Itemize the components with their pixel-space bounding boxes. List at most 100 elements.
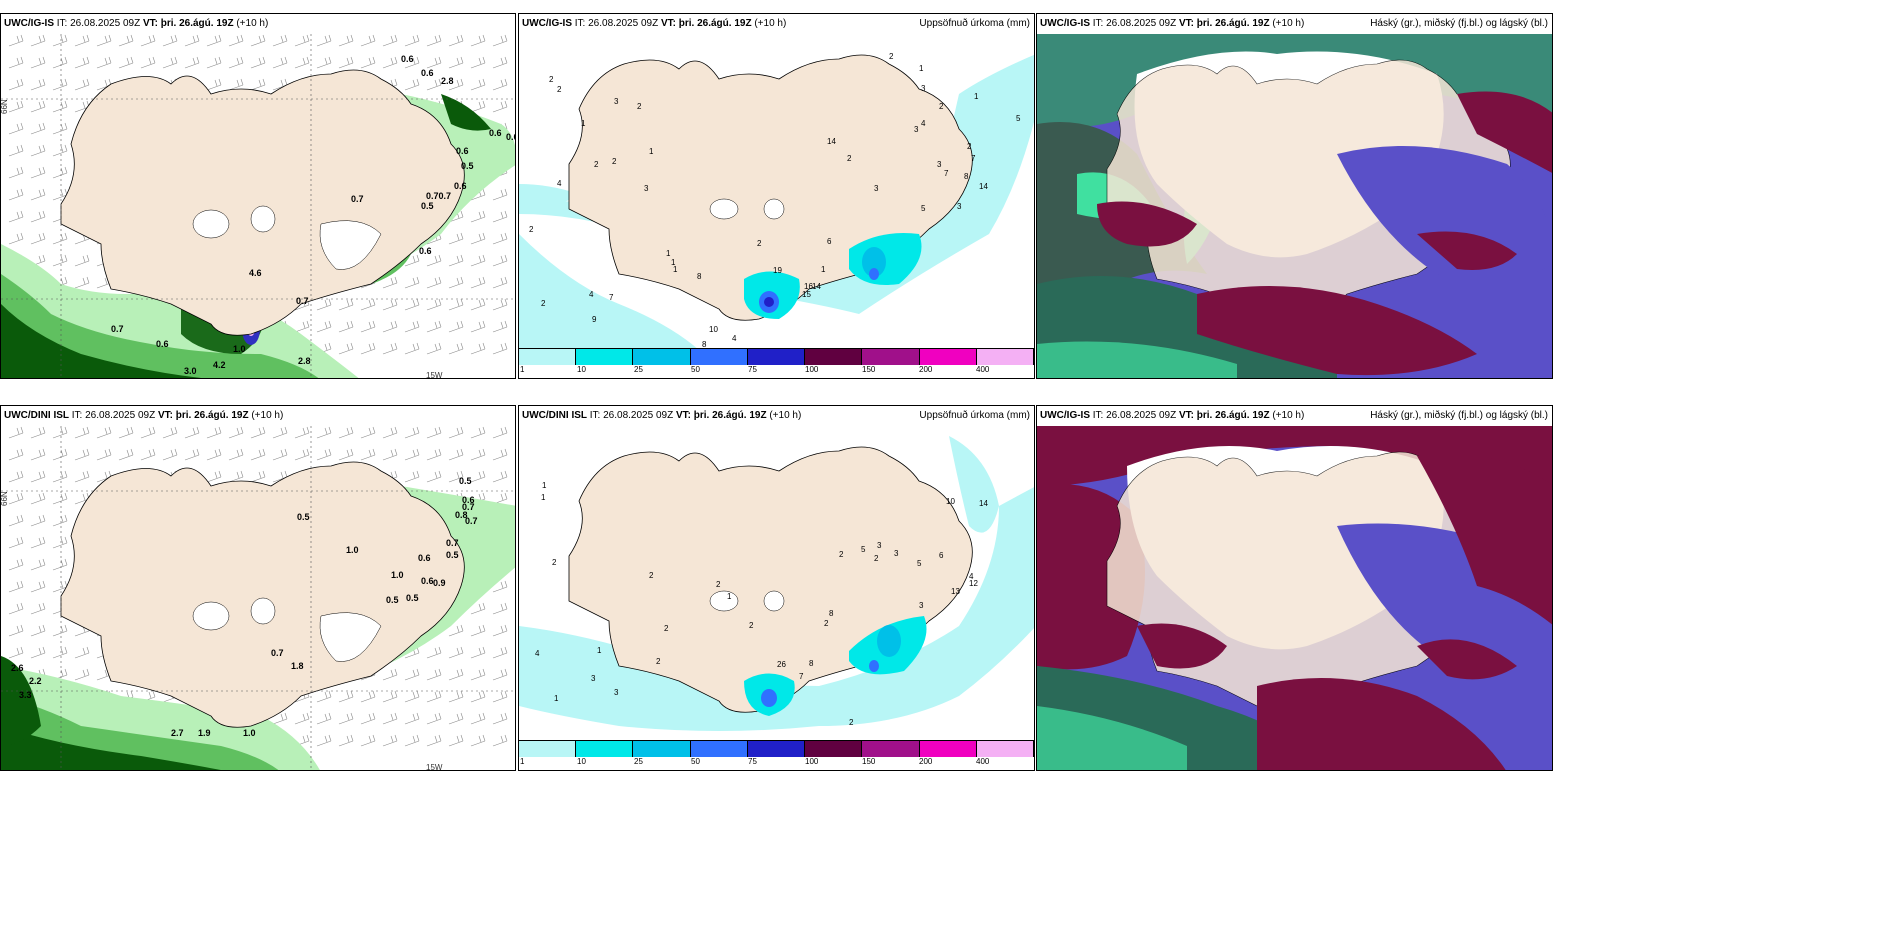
valid-time: þri. 26.ágú. 19Z [1196,410,1270,421]
wind-barb [52,536,68,549]
lon-label: 15W [426,763,443,771]
wind-barb [470,276,486,289]
wind-barb [52,254,68,267]
value-label: 1.8 [291,661,304,671]
wind-barb [492,426,508,439]
field-title: Uppsöfnuð úrkoma (mm) [919,410,1030,421]
wind-barb [404,320,420,333]
wind-barb [382,448,398,461]
wind-barb [30,514,46,527]
init-time: IT: 26.08.2025 09Z [71,410,156,421]
wind-barb [470,646,486,659]
wind-barb [52,34,68,47]
value-label: 0.5 [459,476,472,486]
wind-barb [426,668,442,681]
wind-barb [206,470,222,483]
wind-barb [140,56,156,69]
value-label: 3.3 [19,690,32,700]
wind-barb [118,426,134,439]
wind-barb [8,646,24,659]
value-label: 1 [554,694,559,703]
wind-barb [206,78,222,91]
wind-barb [52,426,68,439]
value-label: 2 [839,550,844,559]
wind-barb [206,56,222,69]
panel-header: UWC/IG-IS IT: 26.08.2025 09Z VT: þri. 26… [1037,406,1552,426]
wind-barb [52,624,68,637]
value-label: 0.7 [351,194,364,204]
map-wind-precip: 66N 15W 0.60.60.60.60.60.50.60.70.70.50.… [1,34,515,378]
legend-bar [519,740,1034,757]
wind-barb [30,580,46,593]
wind-barb [30,602,46,615]
wind-barb [74,646,90,659]
wind-barb [492,734,508,747]
glacier-langjokull [192,209,230,239]
value-label: 19 [773,266,782,275]
panel-header: UWC/DINI ISL IT: 26.08.2025 09Z VT: þri.… [1,406,515,426]
value-label: 14 [979,182,988,191]
wind-barb [96,448,112,461]
value-label: 0.5 [461,161,474,171]
precip-area-south-dark [1,304,202,378]
lead-time: (+10 h) [1272,18,1305,29]
wind-barb [316,426,332,439]
wind-barb [8,448,24,461]
init-time: IT: 26.08.2025 09Z [589,410,674,421]
model-name: UWC/IG-IS [522,18,572,29]
legend-tick: 1 [520,365,525,374]
value-label: 0.7 [462,502,475,512]
value-label: 0.7 [446,538,459,548]
wind-barb [360,448,376,461]
wind-barb [74,426,90,439]
value-label: 15 [802,290,811,299]
wind-barb [8,144,24,157]
legend-tick: 75 [748,757,757,766]
wind-barb [272,426,288,439]
wind-barb [448,254,464,267]
value-label: 2.6 [11,663,24,673]
wind-barb [96,56,112,69]
legend-swatch [576,741,634,757]
wind-barb [294,320,310,333]
wind-barb [8,492,24,505]
wind-barb [426,646,442,659]
wind-barb [448,624,464,637]
value-labels: 0.60.60.60.60.60.50.60.70.70.50.70.60.74… [111,54,515,376]
wind-barb [426,426,442,439]
value-label: 4.6 [249,268,262,278]
wind-barb [470,734,486,747]
value-label: 2 [716,580,721,589]
value-label: 4 [589,290,594,299]
wind-barb [52,448,68,461]
valid-time: þri. 26.ágú. 19Z [678,18,752,29]
value-label: 2 [939,102,944,111]
value-label: 2 [557,85,562,94]
wind-barb [492,580,508,593]
wind-barb [492,276,508,289]
wind-barb [74,56,90,69]
value-label: 2 [612,157,617,166]
legend-tick: 400 [976,757,990,766]
value-label: 2 [847,154,852,163]
value-label: 10 [946,497,955,506]
value-label: 14 [812,282,821,291]
wind-barb [162,426,178,439]
value-label: 16 [804,282,813,291]
wind-barb [52,492,68,505]
wind-barb [250,56,266,69]
wind-barb [360,320,376,333]
value-label: 5 [921,204,926,213]
value-label: 2 [824,619,829,628]
wind-barb [448,668,464,681]
value-label: 2 [849,718,854,727]
wind-barb [426,734,442,747]
wind-barb [52,144,68,157]
value-label: 6 [939,551,944,560]
value-label: 2 [529,225,534,234]
wind-barb [470,470,486,483]
wind-barb [8,426,24,439]
value-label: 8 [697,272,702,281]
panel-wind-precip-top: UWC/IG-IS IT: 26.08.2025 09Z VT: þri. 26… [0,13,516,379]
